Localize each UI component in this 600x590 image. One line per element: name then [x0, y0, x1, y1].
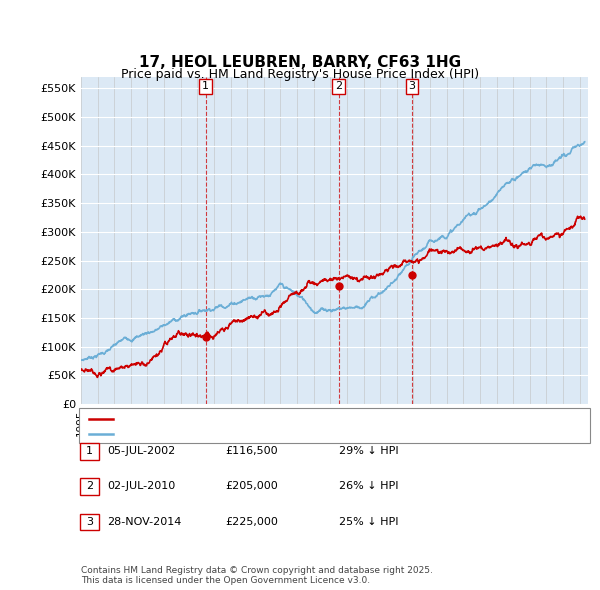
Text: HPI: Average price, detached house, Vale of Glamorgan: HPI: Average price, detached house, Vale…	[118, 429, 421, 438]
Text: Price paid vs. HM Land Registry's House Price Index (HPI): Price paid vs. HM Land Registry's House …	[121, 68, 479, 81]
Text: £116,500: £116,500	[225, 446, 278, 455]
Text: 1: 1	[86, 446, 93, 455]
Text: 26% ↓ HPI: 26% ↓ HPI	[339, 481, 398, 491]
Text: Contains HM Land Registry data © Crown copyright and database right 2025.
This d: Contains HM Land Registry data © Crown c…	[81, 566, 433, 585]
Text: 2: 2	[335, 81, 342, 91]
Text: 3: 3	[409, 81, 416, 91]
Text: 29% ↓ HPI: 29% ↓ HPI	[339, 446, 398, 455]
Text: 2: 2	[86, 481, 93, 491]
Text: 17, HEOL LEUBREN, BARRY, CF63 1HG (detached house): 17, HEOL LEUBREN, BARRY, CF63 1HG (detac…	[118, 415, 428, 424]
Text: 17, HEOL LEUBREN, BARRY, CF63 1HG: 17, HEOL LEUBREN, BARRY, CF63 1HG	[139, 55, 461, 70]
Text: 1: 1	[202, 81, 209, 91]
Text: 25% ↓ HPI: 25% ↓ HPI	[339, 517, 398, 526]
Text: 3: 3	[86, 517, 93, 526]
Text: 28-NOV-2014: 28-NOV-2014	[107, 517, 182, 526]
Text: 02-JUL-2010: 02-JUL-2010	[107, 481, 176, 491]
Text: £225,000: £225,000	[225, 517, 278, 526]
Text: £205,000: £205,000	[225, 481, 278, 491]
Text: 05-JUL-2002: 05-JUL-2002	[107, 446, 176, 455]
